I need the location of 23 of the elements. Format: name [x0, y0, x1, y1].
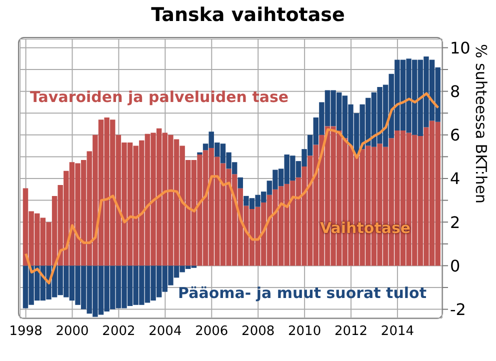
x-tick-label: 2002	[102, 324, 136, 340]
y-tick-label: 6	[450, 126, 460, 145]
x-tick-label: 2008	[242, 324, 275, 340]
line-series	[24, 92, 440, 284]
x-tick-label: 2010	[288, 324, 322, 340]
y-tick-label: 4	[450, 169, 460, 188]
y-tick-label: 0	[450, 256, 460, 276]
text: Tavaroiden ja palveluiden tase	[30, 88, 289, 106]
x-tick-label: 2014	[380, 324, 414, 340]
y-tick-label: 2	[450, 212, 460, 232]
chart-title: Tanska vaihtotase	[150, 4, 346, 26]
y-tick-label: 8	[450, 82, 460, 101]
y-tick-label: 10	[450, 38, 470, 58]
x-tick-label: 2006	[195, 324, 228, 340]
bar	[238, 177, 243, 188]
series-label: Pääoma- ja muut suorat tulot	[178, 284, 426, 302]
y-axis-title: % suhteessa BKT:hen	[471, 44, 490, 204]
x-tick-label: 1998	[9, 324, 42, 340]
bar	[197, 152, 202, 155]
x-tick-label: 2000	[56, 324, 89, 340]
x-tick-label: 2012	[334, 324, 368, 340]
y-tick-label: -2	[450, 300, 466, 319]
x-tick-label: 2004	[148, 324, 182, 340]
